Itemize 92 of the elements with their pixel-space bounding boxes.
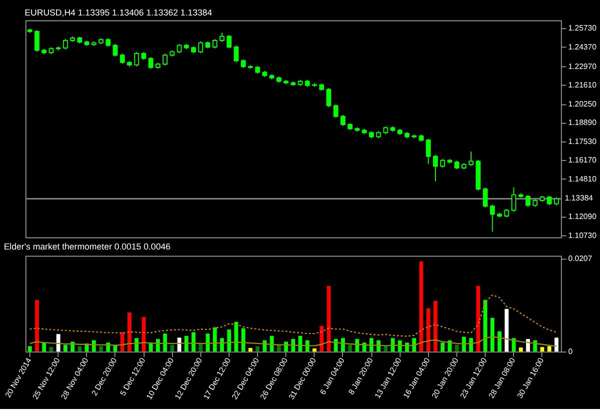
y-tick-label: 1.18890 [568,118,598,128]
candlestick [468,151,474,166]
bar [134,338,139,352]
bar [78,346,82,352]
bar [547,346,552,352]
bar [348,344,352,352]
bar [184,336,188,352]
bar [241,328,246,352]
y-tick-label: 1.17530 [568,136,598,146]
bar [148,343,153,352]
candlestick [220,32,224,42]
y-tick-label: 1.21610 [568,80,598,90]
candlestick [546,195,552,206]
bar [490,318,494,352]
candlestick [34,30,40,52]
bar [434,300,438,352]
y-tick-label: 1.22970 [568,62,598,71]
candlestick [162,53,168,66]
bar [128,312,132,352]
bar [170,344,174,352]
bar [426,308,430,352]
candlestick [234,45,239,63]
bar [120,332,124,352]
ref-line-label: 1.13384 [564,194,594,203]
bar [498,331,502,352]
bar [540,347,544,352]
bar [440,342,445,352]
bar [312,348,316,352]
candlestick [112,43,118,57]
bar [526,338,530,352]
bar [518,348,523,352]
candlestick [148,56,154,70]
candlestick [526,194,530,208]
line-series [29,336,558,347]
candlestick [482,187,488,208]
bar [248,348,252,352]
y-tick-label: 1.12090 [568,212,598,222]
bar [156,338,160,352]
bar [220,338,224,352]
bar [384,346,388,352]
bar [412,338,416,352]
bar [63,344,68,352]
bar [270,336,274,352]
bar [462,336,466,352]
y-tick-label: 0 [568,347,574,356]
y-tick-label: 0.0207 [568,254,592,263]
bar [192,332,196,352]
bar [504,308,509,352]
candlestick [176,43,182,54]
candlestick [490,204,495,232]
bar [198,343,203,352]
y-tick-label: 1.24370 [568,42,598,52]
bar [454,344,459,352]
y-tick-label: 1.14810 [568,174,598,184]
bar [476,286,480,352]
line-series [29,294,558,337]
bar [42,342,46,352]
candlestick [134,52,140,67]
bar [469,338,474,352]
candlestick [120,53,125,64]
chart-title: Elder's market thermometer 0.0015 0.0046 [4,242,171,252]
candlestick [433,154,438,182]
bar [28,346,32,352]
bar [320,326,324,352]
y-tick-label: 1.25730 [568,24,598,33]
bar [163,334,168,352]
bar [276,344,281,352]
candlestick [226,34,232,49]
y-tick-label: 1.20250 [568,99,598,108]
bar [49,347,54,352]
bar [483,300,488,352]
bar [227,330,232,352]
candlestick [426,138,431,164]
bar [212,327,217,352]
candlestick [212,38,218,49]
candlestick [62,38,68,50]
candlestick [333,104,338,118]
candlestick [326,88,332,108]
y-tick-label: 1.10730 [568,230,598,240]
bar [56,334,60,352]
bar [341,338,345,352]
candlestick [340,114,346,126]
candlestick [198,40,204,54]
bar [334,338,338,352]
bar [256,346,260,352]
bar [35,300,39,352]
bar [99,346,103,352]
bar [177,338,182,352]
y-tick-label: 1.16170 [568,156,598,165]
chart-title: EURUSD,H4 1.13395 1.13406 1.13362 1.13384 [24,7,212,18]
bar [554,338,558,352]
candlestick [511,187,516,212]
